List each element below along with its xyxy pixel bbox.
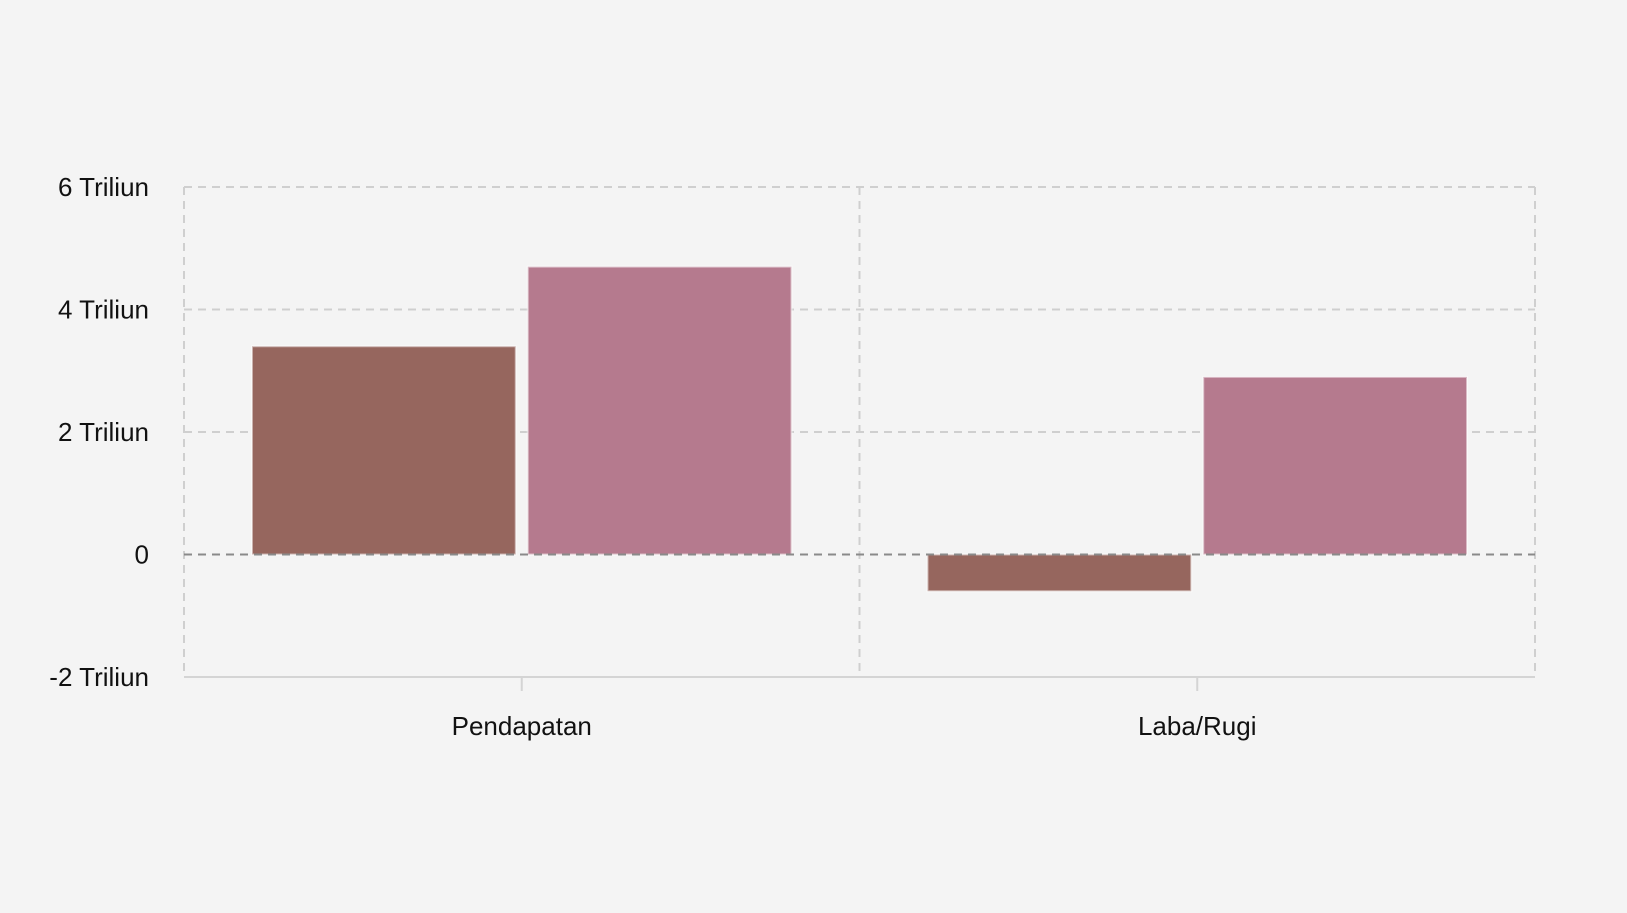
y-axis-labels: -2 Triliun 0 2 Triliun 4 Triliun 6 Triliun [49,172,149,692]
x-axis-labels: Pendapatan Laba/Rugi [452,711,1257,741]
x-tick-label: Laba/Rugi [1138,711,1257,741]
y-tick-label: 0 [135,540,149,570]
bar-laba-rugi-series-2[interactable] [1202,375,1468,556]
axes [184,676,1535,691]
bar-pendapatan-series-2[interactable] [526,265,793,556]
y-tick-label: 2 Triliun [58,417,149,447]
bar-pendapatan-series-1[interactable] [251,345,517,556]
y-tick-label: 6 Triliun [58,172,149,202]
bar-laba-rugi-series-1[interactable] [926,553,1193,593]
x-tick-label: Pendapatan [452,711,592,741]
bars [251,265,1468,593]
y-tick-label: 4 Triliun [58,295,149,325]
y-tick-label: -2 Triliun [49,662,149,692]
